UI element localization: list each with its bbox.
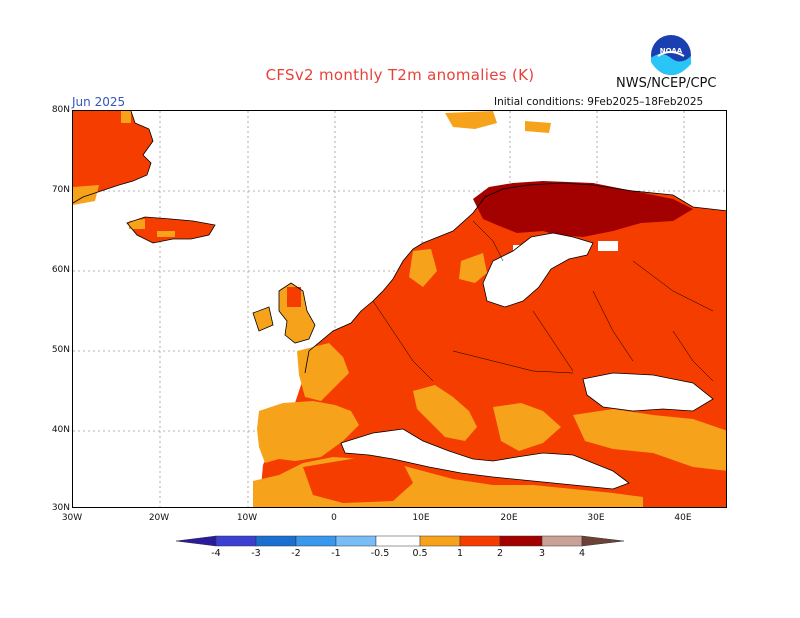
- lat-label-50n: 50N: [51, 345, 70, 355]
- legend-label-m3: -3: [251, 548, 261, 559]
- lon-label-40e: 40E: [674, 513, 692, 523]
- noaa-logo-icon: NOAA: [651, 35, 691, 76]
- legend-swatch-m4-m3: [215, 535, 257, 547]
- legend-label-4: 4: [578, 548, 586, 559]
- legend-label-1: 1: [456, 548, 464, 559]
- legend-label-3: 3: [538, 548, 546, 559]
- lon-label-30w: 30W: [61, 513, 83, 523]
- region-svalbard: [445, 111, 551, 133]
- initial-conditions: Initial conditions: 9Feb2025–18Feb2025: [494, 96, 704, 108]
- lat-label-40n: 40N: [51, 425, 70, 435]
- legend-swatch-2-3: [499, 535, 543, 547]
- legend-label-2: 2: [496, 548, 504, 559]
- legend-label-05: 0.5: [412, 548, 428, 559]
- legend-swatch-m3-m2: [255, 535, 297, 547]
- lat-label-60n: 60N: [51, 265, 70, 275]
- lat-label-80n: 80N: [51, 105, 70, 115]
- legend-swatch-1-2: [459, 535, 501, 547]
- lon-label-10e: 10E: [412, 513, 430, 523]
- legend-label-m1: -1: [331, 548, 341, 559]
- legend-swatch-m2-m1: [295, 535, 337, 547]
- legend-swatch-neutral: [375, 535, 421, 547]
- region-greenland: [73, 111, 153, 205]
- lon-label-30e: 30E: [587, 513, 605, 523]
- lat-label-30n: 30N: [51, 503, 70, 513]
- legend-label-m05: -0.5: [370, 548, 390, 559]
- legend-arrow-cold: [175, 535, 217, 547]
- page-title: CFSv2 monthly T2m anomalies (K): [265, 66, 535, 84]
- anomaly-map: [73, 111, 726, 507]
- legend-swatch-m1-m05: [335, 535, 377, 547]
- country-borders: [372, 220, 714, 382]
- lon-label-20e: 20E: [500, 513, 518, 523]
- region-iceland: [127, 217, 215, 243]
- lat-label-70n: 70N: [51, 185, 70, 195]
- legend-arrow-warm: [581, 535, 625, 547]
- forecast-month: Jun 2025: [72, 95, 126, 109]
- lon-label-20w: 20W: [148, 513, 170, 523]
- legend-swatch-05-1: [419, 535, 461, 547]
- coastlines: [73, 111, 726, 490]
- lon-label-10w: 10W: [236, 513, 258, 523]
- map-panel: [72, 110, 727, 508]
- region-continent-base: [253, 181, 726, 507]
- legend-label-m2: -2: [291, 548, 301, 559]
- agency-label: NWS/NCEP/CPC: [616, 76, 717, 91]
- svg-text:NOAA: NOAA: [660, 47, 683, 55]
- lon-label-0: 0: [331, 513, 337, 523]
- legend-swatch-3-4: [541, 535, 583, 547]
- legend-label-m4: -4: [211, 548, 221, 559]
